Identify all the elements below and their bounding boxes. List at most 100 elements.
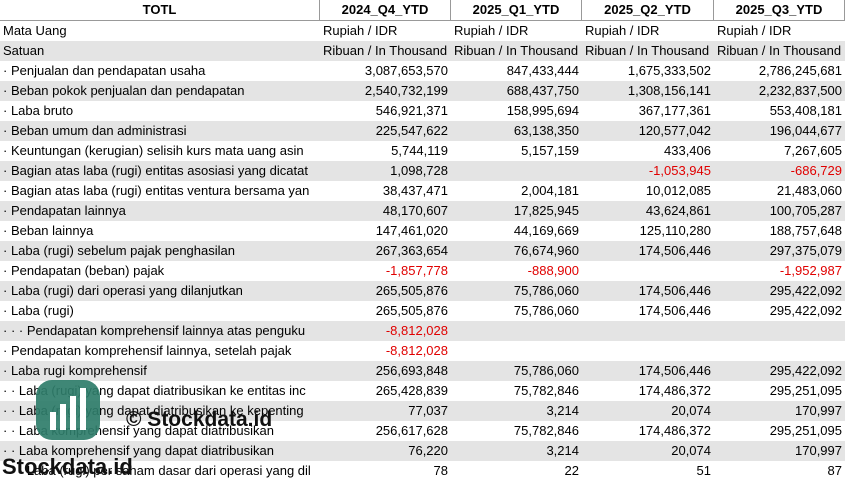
value-cell: 295,422,092 xyxy=(769,303,842,318)
value-cell: 7,267,605 xyxy=(784,143,842,158)
column-header: 2025_Q1_YTD xyxy=(451,0,582,21)
table-row: · Laba (rugi) 265,505,876 75,786,060 174,50… xyxy=(0,301,845,321)
table-row: · Laba (rugi) dari operasi yang dilanjut… xyxy=(0,281,845,301)
value-cell: 553,408,181 xyxy=(769,103,842,118)
value-cell: -8,812,028 xyxy=(385,343,448,358)
value-cell: 87 xyxy=(827,463,842,478)
label-cell: · Laba (rugi) sebelum pajak penghasilan xyxy=(3,243,235,258)
value-cell: 170,997 xyxy=(795,403,842,418)
value-cell: 158,995,694 xyxy=(506,103,579,118)
value-cell: 3,087,653,570 xyxy=(364,63,448,78)
value-cell: 2,540,732,199 xyxy=(364,83,448,98)
value-cell: 196,044,677 xyxy=(769,123,842,138)
table-row: · Pendapatan lainnya 48,170,607 17,825,945… xyxy=(0,201,845,221)
value-cell: 256,617,628 xyxy=(375,423,448,438)
value-cell: -1,053,945 xyxy=(648,163,711,178)
table-row: · Laba bruto 546,921,371 158,995,694 367,17… xyxy=(0,101,845,121)
label-cell: · Laba (rugi) dari operasi yang dilanjut… xyxy=(3,283,243,298)
label-cell: Satuan xyxy=(3,43,45,58)
value-cell: 20,074 xyxy=(671,403,711,418)
column-header: TOTL xyxy=(0,0,320,21)
label-cell: · · Laba komprehensif yang dapat diatrib… xyxy=(3,443,274,458)
value-cell: Rupiah / IDR xyxy=(454,23,529,38)
value-cell: 174,486,372 xyxy=(638,383,711,398)
value-cell: 3,214 xyxy=(546,443,579,458)
value-cell: 77,037 xyxy=(408,403,448,418)
value-cell: 120,577,042 xyxy=(638,123,711,138)
value-cell: 2,004,181 xyxy=(521,183,579,198)
value-cell: 433,406 xyxy=(664,143,711,158)
value-cell: 76,220 xyxy=(408,443,448,458)
value-cell: 174,506,446 xyxy=(638,303,711,318)
value-cell: 847,433,444 xyxy=(506,63,579,78)
label-cell: · Bagian atas laba (rugi) entitas asosia… xyxy=(3,163,308,178)
value-cell: 48,170,607 xyxy=(382,203,448,218)
value-cell: 174,506,446 xyxy=(638,363,711,378)
value-cell: 295,422,092 xyxy=(769,283,842,298)
value-cell: 297,375,079 xyxy=(769,243,842,258)
value-cell: 1,308,156,141 xyxy=(627,83,711,98)
value-cell: Ribuan / In Thousand xyxy=(585,43,710,58)
value-cell: 20,074 xyxy=(671,443,711,458)
value-cell: Ribuan / In Thousand xyxy=(323,43,448,58)
value-cell: 225,547,622 xyxy=(375,123,448,138)
label-cell: · · · Laba (rugi) per saham dasar dari o… xyxy=(3,463,311,478)
value-cell: 2,232,837,500 xyxy=(758,83,842,98)
value-cell: 256,693,848 xyxy=(375,363,448,378)
value-cell: 265,505,876 xyxy=(375,283,448,298)
table-row: · · Laba (rugi) yang dapat diatribusikan… xyxy=(0,381,845,401)
label-cell: · Keuntungan (kerugian) selisih kurs mat… xyxy=(3,143,304,158)
label-cell: · Beban umum dan administrasi xyxy=(3,123,187,138)
table-row: · Pendapatan (beban) pajak -1,857,778 -888… xyxy=(0,261,845,281)
value-cell: 295,422,092 xyxy=(769,363,842,378)
brand-text: Stockdata.id xyxy=(2,454,133,479)
table-row: · Laba rugi komprehensif 256,693,848 75,78… xyxy=(0,361,845,381)
value-cell: 75,782,846 xyxy=(513,423,579,438)
value-cell: 170,997 xyxy=(795,443,842,458)
value-cell: 76,674,960 xyxy=(513,243,579,258)
table-row: · Laba (rugi) sebelum pajak penghasilan 2… xyxy=(0,241,845,261)
table-row: · Beban lainnya 147,461,020 44,169,669 125,… xyxy=(0,221,845,241)
label-cell: · Penjualan dan pendapatan usaha xyxy=(3,63,206,78)
value-cell: 75,786,060 xyxy=(513,303,579,318)
value-cell: 174,486,372 xyxy=(638,423,711,438)
value-cell: 38,437,471 xyxy=(382,183,448,198)
table-row: · Pendapatan komprehensif lainnya, setel… xyxy=(0,341,845,361)
value-cell: 17,825,945 xyxy=(513,203,579,218)
value-cell: 174,506,446 xyxy=(638,283,711,298)
label-cell: · Laba bruto xyxy=(3,103,74,118)
value-cell: 43,624,861 xyxy=(645,203,711,218)
value-cell: 75,782,846 xyxy=(513,383,579,398)
value-cell: 75,786,060 xyxy=(513,363,579,378)
value-cell: 295,251,095 xyxy=(769,423,842,438)
label-cell: · Pendapatan (beban) pajak xyxy=(3,263,165,278)
value-cell: 5,157,159 xyxy=(521,143,579,158)
value-cell: 100,705,287 xyxy=(769,203,842,218)
value-cell: 174,506,446 xyxy=(638,243,711,258)
label-cell: · Pendapatan komprehensif lainnya, setel… xyxy=(3,343,292,358)
value-cell: 267,363,654 xyxy=(375,243,448,258)
label-cell: · Laba rugi komprehensif xyxy=(3,363,147,378)
logo xyxy=(36,380,100,440)
label-cell: · Beban lainnya xyxy=(3,223,94,238)
column-header: 2024_Q4_YTD xyxy=(320,0,451,21)
label-cell: Mata Uang xyxy=(3,23,67,38)
value-cell: 10,012,085 xyxy=(645,183,711,198)
header-row: TOTL 2024_Q4_YTD 2025_Q1_YTD 2025_Q2_YTD 202… xyxy=(0,0,845,21)
value-cell: 5,744,119 xyxy=(391,143,448,158)
label-cell: · Laba (rugi) xyxy=(3,303,74,318)
value-cell: 75,786,060 xyxy=(513,283,579,298)
value-cell: 78 xyxy=(433,463,448,478)
value-cell: 688,437,750 xyxy=(506,83,579,98)
table-row: · · · Laba (rugi) per saham dasar dari o… xyxy=(0,461,845,481)
label-cell: · Beban pokok penjualan dan pendapatan xyxy=(3,83,245,98)
value-cell: Rupiah / IDR xyxy=(585,23,660,38)
table-row: · · · Pendapatan komprehensif lainnya at… xyxy=(0,321,845,341)
table-row: · Penjualan dan pendapatan usaha 3,087,65… xyxy=(0,61,845,81)
column-header: 2025_Q3_YTD xyxy=(714,0,845,21)
table-row: · Beban pokok penjualan dan pendapatan 2,… xyxy=(0,81,845,101)
value-cell: 1,098,728 xyxy=(390,163,448,178)
table-row: · Bagian atas laba (rugi) entitas asosia… xyxy=(0,161,845,181)
label-cell: · Bagian atas laba (rugi) entitas ventur… xyxy=(3,183,310,198)
